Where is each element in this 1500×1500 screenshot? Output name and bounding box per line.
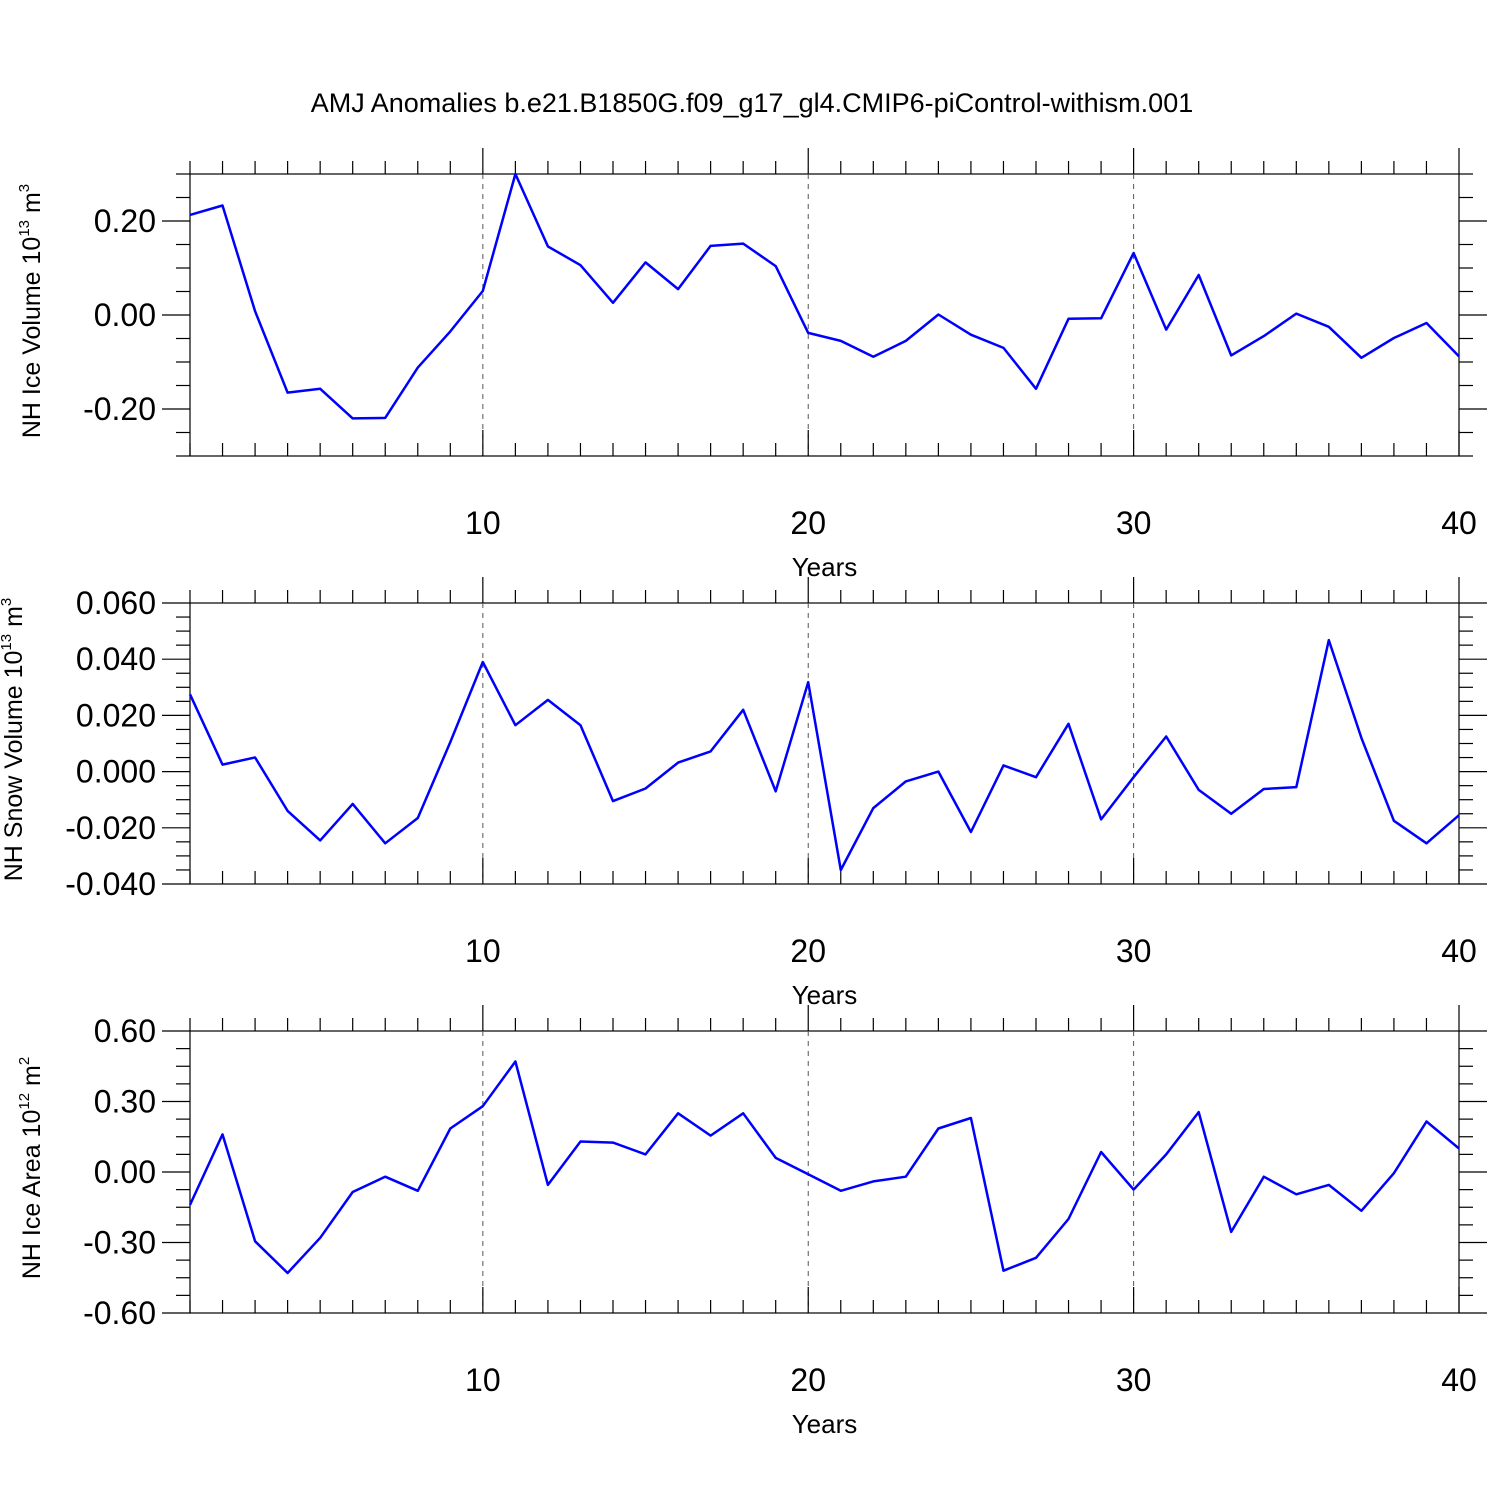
ice-volume-y-axis-label-text: NH Ice Volume 10: [18, 237, 46, 439]
ice-area-x-axis-label: Years: [792, 1409, 858, 1439]
chart-title: AMJ Anomalies b.e21.B1850G.f09_g17_gl4.C…: [311, 88, 1193, 118]
ice-volume-x-tick-label: 20: [790, 505, 826, 541]
ice-area-y-axis-label: NH Ice Area 1012 m2: [16, 1057, 46, 1279]
snow-volume-x-axis-label: Years: [792, 980, 858, 1010]
ice-volume-y-axis-label: NH Ice Volume 1013 m3: [16, 184, 46, 438]
ice-volume-x-axis-label: Years: [792, 552, 858, 582]
ice-volume-y-tick-label: -0.20: [83, 391, 156, 427]
ice-area-y-tick-label: -0.60: [83, 1295, 156, 1331]
ice-area-x-tick-label: 10: [465, 1362, 501, 1398]
snow-volume-y-tick-label: 0.000: [76, 754, 156, 790]
ice-area-y-axis-label-unit: m: [18, 1065, 46, 1093]
ice-area-y-axis-label-unit-exponent: 2: [16, 1057, 33, 1065]
snow-volume-y-tick-label: 0.060: [76, 585, 156, 621]
snow-volume-y-axis-label-unit-exponent: 3: [0, 598, 15, 606]
ice-area-y-tick-label: -0.30: [83, 1225, 156, 1261]
ice-volume-x-tick-label: 30: [1116, 505, 1152, 541]
snow-volume-x-tick-label: 30: [1116, 933, 1152, 969]
ice-volume-series-line: [189, 172, 1460, 420]
ice-area-x-tick-label: 20: [790, 1362, 826, 1398]
snow-volume-y-axis-label-text: NH Snow Volume 10: [0, 651, 28, 882]
snow-volume-y-axis-label-exponent: 13: [0, 634, 15, 651]
snow-volume-y-tick-label: -0.020: [65, 810, 156, 846]
snow-volume-series-line: [188, 638, 1460, 872]
snow-volume-x-tick-label: 20: [790, 933, 826, 969]
ice-area-x-tick-label: 40: [1441, 1362, 1477, 1398]
panel-ice-area: 10 20 30 40 Years -0.60 -0.30 0.00 0.30 0.60 NH Ic…: [16, 1005, 1487, 1439]
ice-area-y-axis-label-exponent: 12: [16, 1093, 33, 1110]
ice-volume-y-axis-label-unit-exponent: 3: [16, 184, 33, 192]
ice-area-y-axis-label-text: NH Ice Area 10: [18, 1110, 46, 1280]
panel-ice-volume: 10 20 30 40 Years -0.20 0.00 0.20 NH Ice Volume …: [16, 148, 1487, 582]
snow-volume-y-axis-label-unit: m: [0, 606, 28, 634]
snow-volume-y-tick-label: 0.040: [76, 641, 156, 677]
snow-volume-y-tick-label: 0.020: [76, 697, 156, 733]
ice-area-y-tick-label: 0.30: [94, 1084, 156, 1120]
ice-volume-y-axis-label-unit: m: [18, 192, 46, 220]
ice-area-x-tick-label: 30: [1116, 1362, 1152, 1398]
ice-area-y-tick-label: 0.00: [94, 1154, 156, 1190]
panel-snow-volume: 10 20 30 40 Years -0.040 -0.020 0.000 0.020 0.040…: [0, 577, 1487, 1010]
ice-volume-x-tick-label: 10: [465, 505, 501, 541]
ice-area-y-tick-label: 0.60: [94, 1013, 156, 1049]
snow-volume-x-tick-label: 10: [465, 933, 501, 969]
ice-volume-x-tick-label: 40: [1441, 505, 1477, 541]
ice-volume-y-tick-label: 0.20: [94, 203, 156, 239]
ice-volume-y-axis-label-exponent: 13: [16, 220, 33, 237]
ice-area-series-line: [188, 1060, 1460, 1275]
ice-volume-y-tick-label: 0.00: [94, 297, 156, 333]
snow-volume-y-axis-label: NH Snow Volume 1013 m3: [0, 598, 28, 882]
snow-volume-x-tick-label: 40: [1441, 933, 1477, 969]
snow-volume-y-tick-label: -0.040: [65, 866, 156, 902]
